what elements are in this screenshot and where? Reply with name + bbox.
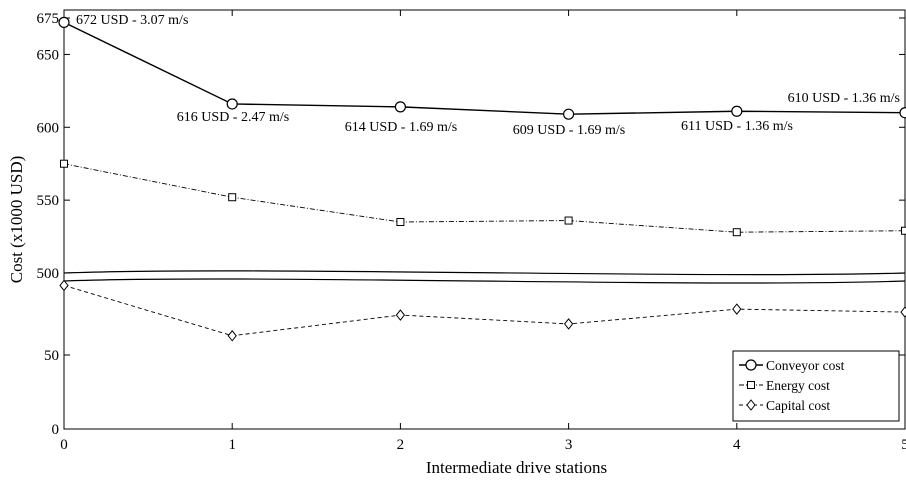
energy-cost-line: [63, 163, 906, 233]
y-tick-label: 500: [37, 266, 60, 282]
x-tick-label: 2: [397, 437, 405, 453]
data-annotation: 614 USD - 1.69 m/s: [345, 120, 457, 135]
legend-box: [732, 350, 900, 422]
legend-marker-conveyor-cost: [745, 359, 757, 371]
x-tick-label: 0: [60, 437, 68, 453]
x-tick-label: 4: [733, 437, 741, 453]
x-tick-label: 5: [901, 437, 906, 453]
plot-frame: [63, 9, 906, 430]
conveyor-cost-point: [58, 16, 70, 28]
energy-cost-point: [60, 159, 68, 168]
legend-label-conveyor-cost: Conveyor cost: [766, 358, 845, 373]
capital-cost-point: [732, 303, 742, 315]
capital-cost-point: [900, 306, 906, 318]
data-annotation: 672 USD - 3.07 m/s: [76, 13, 188, 28]
x-tick-label: 1: [228, 437, 236, 453]
x-tick-label: 3: [565, 437, 573, 453]
y-tick-label: 600: [37, 120, 60, 136]
capital-cost-point: [563, 318, 574, 330]
energy-cost-point: [901, 226, 906, 235]
capital-cost-point: [395, 309, 406, 321]
energy-cost-point: [732, 228, 741, 237]
y-tick-label: 650: [37, 47, 60, 63]
axis-break-line-upper: [63, 270, 906, 276]
data-annotation: 610 USD - 1.36 m/s: [788, 91, 900, 106]
legend-label-energy-cost: Energy cost: [766, 378, 830, 393]
axis-break-line-lower: [63, 278, 906, 284]
y-tick-label: 0: [52, 422, 60, 438]
energy-cost-point: [396, 218, 405, 226]
conveyor-cost-line: [63, 21, 906, 115]
legend-marker-energy-cost: [747, 381, 755, 389]
data-annotation: 609 USD - 1.69 m/s: [513, 123, 625, 138]
data-annotation: 611 USD - 1.36 m/s: [681, 119, 793, 134]
capital-cost-line: [63, 285, 906, 337]
legend-marker-capital-cost: [746, 399, 756, 411]
y-axis-title: Cost (x1000 USD): [7, 156, 26, 284]
y-tick-label: 550: [37, 193, 60, 209]
energy-cost-point: [564, 216, 573, 225]
capital-cost-point: [59, 279, 69, 292]
y-tick-label: 50: [44, 348, 59, 364]
conveyor-cost-point: [226, 98, 238, 110]
data-annotation: 616 USD - 2.47 m/s: [177, 110, 289, 125]
conveyor-cost-point: [562, 108, 575, 120]
conveyor-cost-point: [394, 101, 406, 113]
conveyor-cost-point: [731, 105, 743, 117]
conveyor-cost-point: [899, 107, 906, 119]
legend-label-capital-cost: Capital cost: [766, 398, 830, 413]
y-tick-label: 675: [37, 11, 60, 27]
capital-cost-point: [227, 329, 237, 342]
energy-cost-point: [228, 193, 237, 202]
x-axis-title: Intermediate drive stations: [426, 458, 607, 477]
